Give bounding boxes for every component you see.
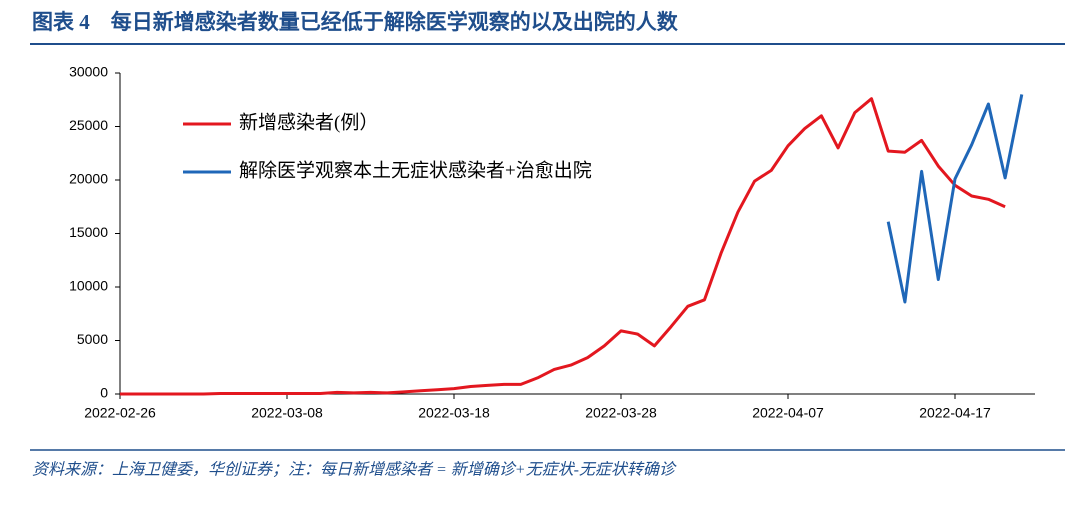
y-tick-label: 15000 (69, 224, 108, 240)
x-tick-label: 2022-03-08 (251, 405, 323, 421)
series-line (886, 94, 1024, 304)
legend-label: 解除医学观察本土无症状感染者+治愈出院 (239, 159, 592, 181)
x-tick-label: 2022-04-07 (752, 405, 824, 421)
y-tick-label: 0 (100, 385, 108, 401)
y-tick-label: 30000 (69, 64, 108, 80)
x-tick-label: 2022-03-28 (585, 405, 657, 421)
y-tick-label: 25000 (69, 117, 108, 133)
y-tick-label: 10000 (69, 278, 108, 294)
x-tick-label: 2022-04-17 (919, 405, 991, 421)
series-line (120, 97, 1006, 396)
y-tick-label: 20000 (69, 171, 108, 187)
x-tick-label: 2022-03-18 (418, 405, 490, 421)
legend-label: 新增感染者(例） (239, 111, 378, 133)
chart-title: 图表 4 每日新增感染者数量已经低于解除医学观察的以及出院的人数 (32, 10, 679, 34)
y-tick-label: 5000 (77, 331, 108, 347)
source-note: 资料来源：上海卫健委，华创证券；注：每日新增感染者 = 新增确诊+无症状-无症状… (32, 461, 677, 479)
x-tick-label: 2022-02-26 (84, 405, 156, 421)
